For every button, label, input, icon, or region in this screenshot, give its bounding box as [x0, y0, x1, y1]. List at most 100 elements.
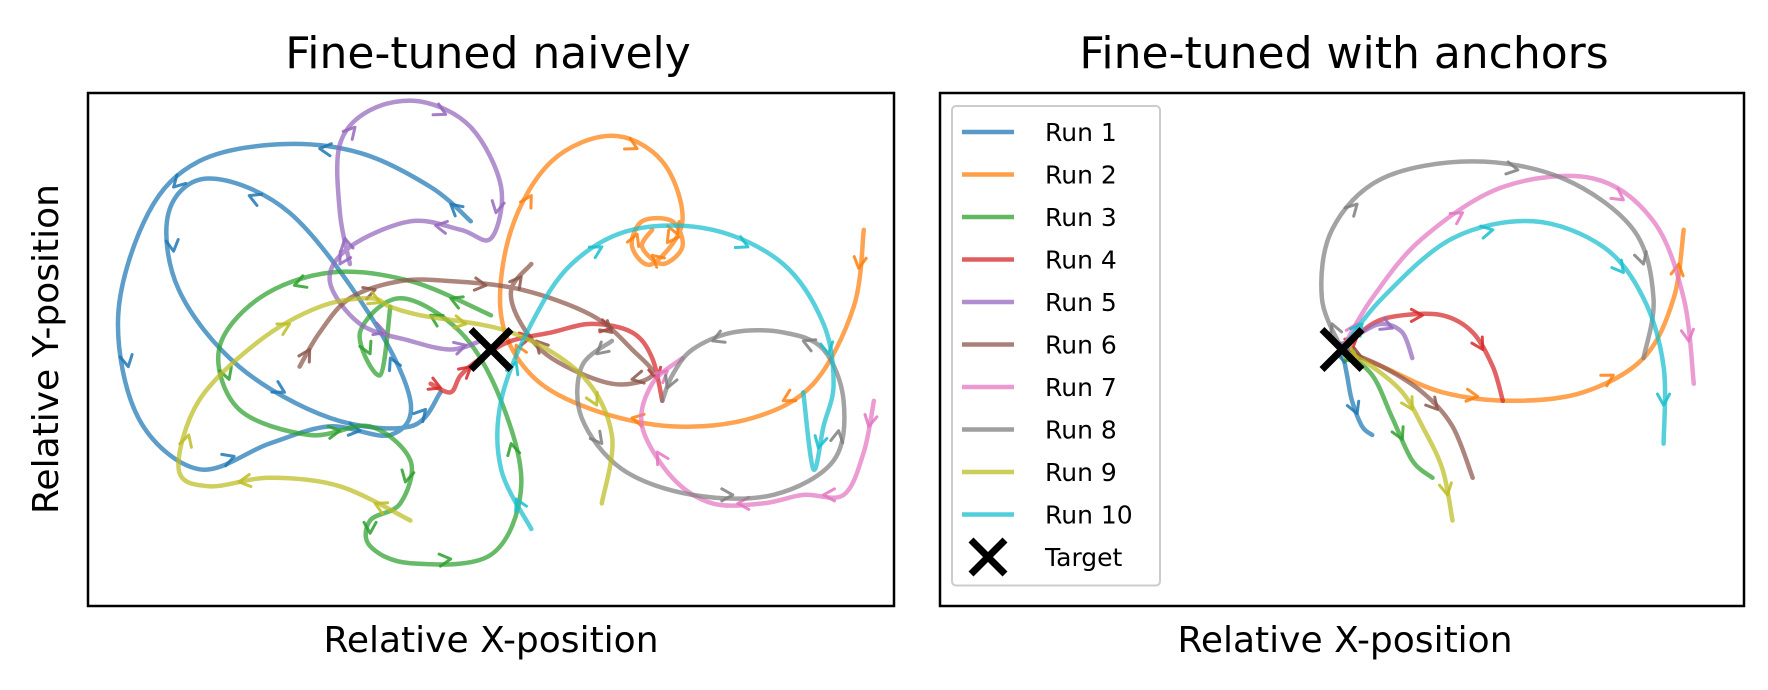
target-marker	[1319, 327, 1365, 372]
direction-arrow-run-7	[1679, 327, 1695, 343]
direction-arrow-run-5	[490, 199, 506, 215]
direction-arrow-run-10	[813, 434, 829, 450]
legend-label-run-7: Run 7	[1045, 373, 1117, 402]
right-plot-area	[1319, 159, 1697, 523]
direction-arrow-run-3	[293, 274, 309, 289]
direction-arrow-run-2	[781, 388, 798, 403]
direction-arrow-run-5	[341, 125, 357, 141]
series-layer	[115, 98, 879, 568]
direction-arrow-run-2	[650, 253, 666, 269]
series-line-run-6	[1339, 347, 1475, 481]
direction-arrow-run-9	[366, 291, 382, 306]
series-line-run-4	[1339, 311, 1506, 404]
left-panel: Fine-tuned naively Relative X-position R…	[26, 28, 896, 661]
direction-arrow-run-9	[275, 322, 291, 336]
direction-arrow-run-1	[220, 452, 236, 468]
direction-arrow-run-9	[452, 314, 468, 330]
direction-arrow-run-1	[270, 380, 286, 394]
direction-arrow-run-6	[472, 276, 488, 292]
direction-arrow-run-7	[1609, 187, 1625, 202]
direction-arrow-run-7	[863, 413, 879, 428]
direction-arrow-run-1	[172, 173, 188, 189]
direction-arrow-run-9	[584, 391, 599, 407]
direction-arrow-run-9	[1400, 395, 1414, 411]
direction-arrow-run-10	[514, 497, 528, 514]
right-panel-title: Fine-tuned with anchors	[1079, 28, 1608, 79]
left-panel-title: Fine-tuned naively	[285, 28, 691, 79]
direction-arrow-run-8	[801, 338, 818, 353]
direction-arrow-run-2	[852, 255, 868, 270]
direction-arrow-run-1	[388, 356, 402, 373]
series-line-run-3	[1339, 347, 1435, 481]
left-plot-area	[115, 98, 879, 568]
legend-label-run-9: Run 9	[1045, 458, 1117, 487]
legend-label-run-10: Run 10	[1045, 501, 1133, 530]
direction-arrow-run-1	[318, 142, 333, 158]
direction-arrow-run-2	[1464, 387, 1480, 403]
direction-arrow-run-8	[720, 487, 735, 503]
right-axes-frame	[938, 91, 1746, 608]
legend-label-run-4: Run 4	[1045, 246, 1117, 275]
direction-arrow-run-5	[371, 321, 387, 337]
legend-label-run-6: Run 6	[1045, 331, 1117, 360]
direction-arrow-run-10	[1610, 258, 1625, 274]
direction-arrow-run-8	[829, 429, 845, 445]
direction-arrow-run-6	[1424, 395, 1439, 411]
legend-box	[951, 105, 1161, 587]
legend-label-run-2: Run 2	[1045, 161, 1117, 190]
series-line-run-10	[495, 223, 836, 532]
direction-arrow-run-10	[819, 340, 835, 356]
direction-arrow-run-8	[1328, 322, 1344, 338]
direction-arrow-run-9	[373, 501, 390, 516]
direction-arrow-run-3	[326, 424, 342, 440]
direction-arrow-run-6	[508, 275, 523, 291]
direction-arrow-run-7	[1448, 211, 1465, 226]
legend: Run 1 Run 2 Run 3 Run 4 Run 5 Run 6 Run 7 Run 8…	[951, 105, 1161, 587]
direction-arrow-run-1	[118, 353, 134, 369]
direction-arrow-run-1	[412, 407, 427, 424]
left-x-axis-label: Relative X-position	[323, 620, 658, 661]
direction-arrow-run-10	[587, 245, 604, 260]
direction-arrow-run-4	[1409, 307, 1424, 323]
direction-arrow-run-10	[1656, 392, 1672, 407]
series-line-run-1	[115, 141, 474, 472]
legend-label-run-8: Run 8	[1045, 416, 1117, 445]
target-marker	[468, 327, 514, 372]
series-line-run-7	[1339, 173, 1697, 386]
direction-arrow-run-5	[339, 236, 355, 252]
direction-arrow-run-7	[822, 487, 836, 503]
direction-arrow-run-3	[400, 468, 416, 484]
direction-arrow-run-6	[297, 348, 312, 364]
direction-arrow-run-3	[506, 442, 522, 458]
series-line-run-10	[1339, 218, 1668, 446]
direction-arrow-run-10	[733, 235, 750, 249]
series-line-run-7	[639, 355, 877, 508]
direction-arrow-run-10	[1479, 224, 1495, 240]
left-y-axis-label: Relative Y-position	[26, 184, 67, 514]
direction-arrow-run-9	[237, 473, 253, 488]
series-line-run-9	[176, 295, 615, 523]
direction-arrow-run-4	[1470, 335, 1485, 351]
direction-arrow-run-6	[598, 319, 614, 334]
direction-arrow-run-7	[653, 369, 669, 385]
direction-arrow-run-3	[1390, 425, 1405, 441]
direction-arrow-run-5	[338, 250, 353, 266]
direction-arrow-run-1	[164, 238, 180, 253]
direction-arrow-run-2	[623, 136, 639, 151]
right-panel: Fine-tuned with anchors Relative X-posit…	[938, 28, 1746, 661]
direction-arrow-run-2	[665, 228, 681, 245]
series-line-run-1	[1339, 347, 1375, 438]
series-line-run-8	[575, 327, 847, 501]
direction-arrow-run-3	[437, 552, 453, 568]
legend-label-run-1: Run 1	[1045, 118, 1117, 147]
left-axes-frame	[86, 91, 896, 608]
legend-label-run-3: Run 3	[1045, 203, 1117, 232]
direction-arrow-run-2	[1669, 262, 1685, 278]
direction-arrow-run-5	[452, 340, 468, 356]
direction-arrow-run-9	[1438, 481, 1453, 497]
direction-arrow-run-5	[434, 219, 449, 235]
series-line-run-3	[216, 269, 524, 567]
direction-arrow-run-2	[519, 194, 533, 210]
direction-arrow-run-8	[664, 374, 679, 390]
